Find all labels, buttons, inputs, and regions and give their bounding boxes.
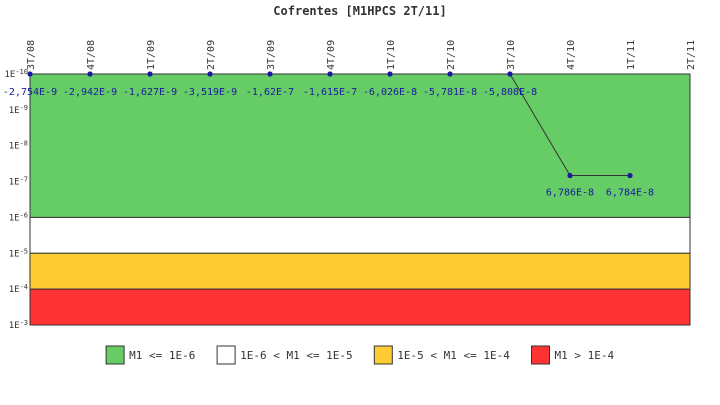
legend-label: M1 > 1E-4 <box>555 349 615 362</box>
data-label: -1,615E-7 <box>303 87 357 98</box>
x-tick-label: 1T/11 <box>626 40 637 70</box>
legend-swatch <box>105 345 125 365</box>
data-point <box>87 71 93 77</box>
data-point <box>627 172 633 179</box>
band-0 <box>29 73 691 218</box>
data-point <box>507 71 513 77</box>
x-tick-label: 4T/08 <box>86 40 97 70</box>
x-tick-label: 3T/09 <box>266 40 277 70</box>
data-label: 6,786E-8 <box>546 188 594 199</box>
x-tick-label: 2T/09 <box>206 40 217 70</box>
data-point <box>147 71 153 77</box>
x-tick-label: 1T/09 <box>146 40 157 70</box>
data-point <box>387 71 393 77</box>
data-point <box>27 71 33 77</box>
x-tick-label: 2T/11 <box>686 40 697 70</box>
band-1 <box>29 216 691 254</box>
data-point <box>207 71 213 77</box>
x-tick-label: 2T/10 <box>446 40 457 70</box>
chart-title: Cofrentes [M1HPCS 2T/11] <box>273 4 446 18</box>
y-tick-labels: 1E-10 1E-9 1E-8 1E-7 1E-6 1E-5 1E-4 1E-3 <box>5 68 29 331</box>
data-label: -3,519E-9 <box>183 87 237 98</box>
legend-swatch <box>216 345 236 365</box>
y-tick-label: 1E-7 <box>9 176 28 188</box>
data-label: -6,026E-8 <box>363 87 417 98</box>
x-tick-label: 4T/09 <box>326 40 337 70</box>
data-point <box>447 71 453 77</box>
y-tick-label: 1E-5 <box>9 247 28 259</box>
y-tick-label: 1E-6 <box>9 211 28 223</box>
series-layer <box>27 71 633 179</box>
data-label: -5,808E-8 <box>483 87 537 98</box>
bands-layer <box>29 73 691 326</box>
data-point <box>267 71 273 77</box>
data-label: -5,781E-8 <box>423 87 477 98</box>
legend-swatch <box>373 345 393 365</box>
data-point <box>567 172 573 179</box>
legend-swatch <box>531 345 550 365</box>
data-labels: -2,754E-9 -2,942E-9 -1,627E-9 -3,519E-9 -1,6… <box>3 87 654 199</box>
data-label: -2,754E-9 <box>3 87 57 98</box>
y-tick-label: 1E-4 <box>9 283 28 295</box>
data-label: -1,62E-7 <box>246 87 294 98</box>
x-tick-label: 3T/10 <box>506 40 517 70</box>
data-point <box>327 71 333 77</box>
legend-label: 1E-6 < M1 <= 1E-5 <box>240 349 353 362</box>
data-label: -1,627E-9 <box>123 87 177 98</box>
legend-label: 1E-5 < M1 <= 1E-4 <box>397 349 510 362</box>
y-tick-label: 1E-10 <box>5 68 29 80</box>
data-label: -2,942E-9 <box>63 87 117 98</box>
y-tick-label: 1E-9 <box>9 104 28 116</box>
legend-label: M1 <= 1E-6 <box>129 349 195 362</box>
x-tick-label: 1T/10 <box>386 40 397 70</box>
legend: M1 <= 1E-6 1E-6 < M1 <= 1E-5 1E-5 < M1 <= … <box>105 345 615 365</box>
y-tick-label: 1E-8 <box>9 140 28 152</box>
data-label: 6,784E-8 <box>606 188 654 199</box>
y-tick-label: 1E-3 <box>9 319 28 331</box>
x-tick-labels: 3T/08 4T/08 1T/09 2T/09 3T/09 4T/09 1T/10 2T/10… <box>26 40 697 70</box>
x-tick-label: 4T/10 <box>566 40 577 70</box>
x-tick-label: 3T/08 <box>26 40 37 70</box>
band-3 <box>29 288 691 326</box>
band-2 <box>29 252 691 290</box>
